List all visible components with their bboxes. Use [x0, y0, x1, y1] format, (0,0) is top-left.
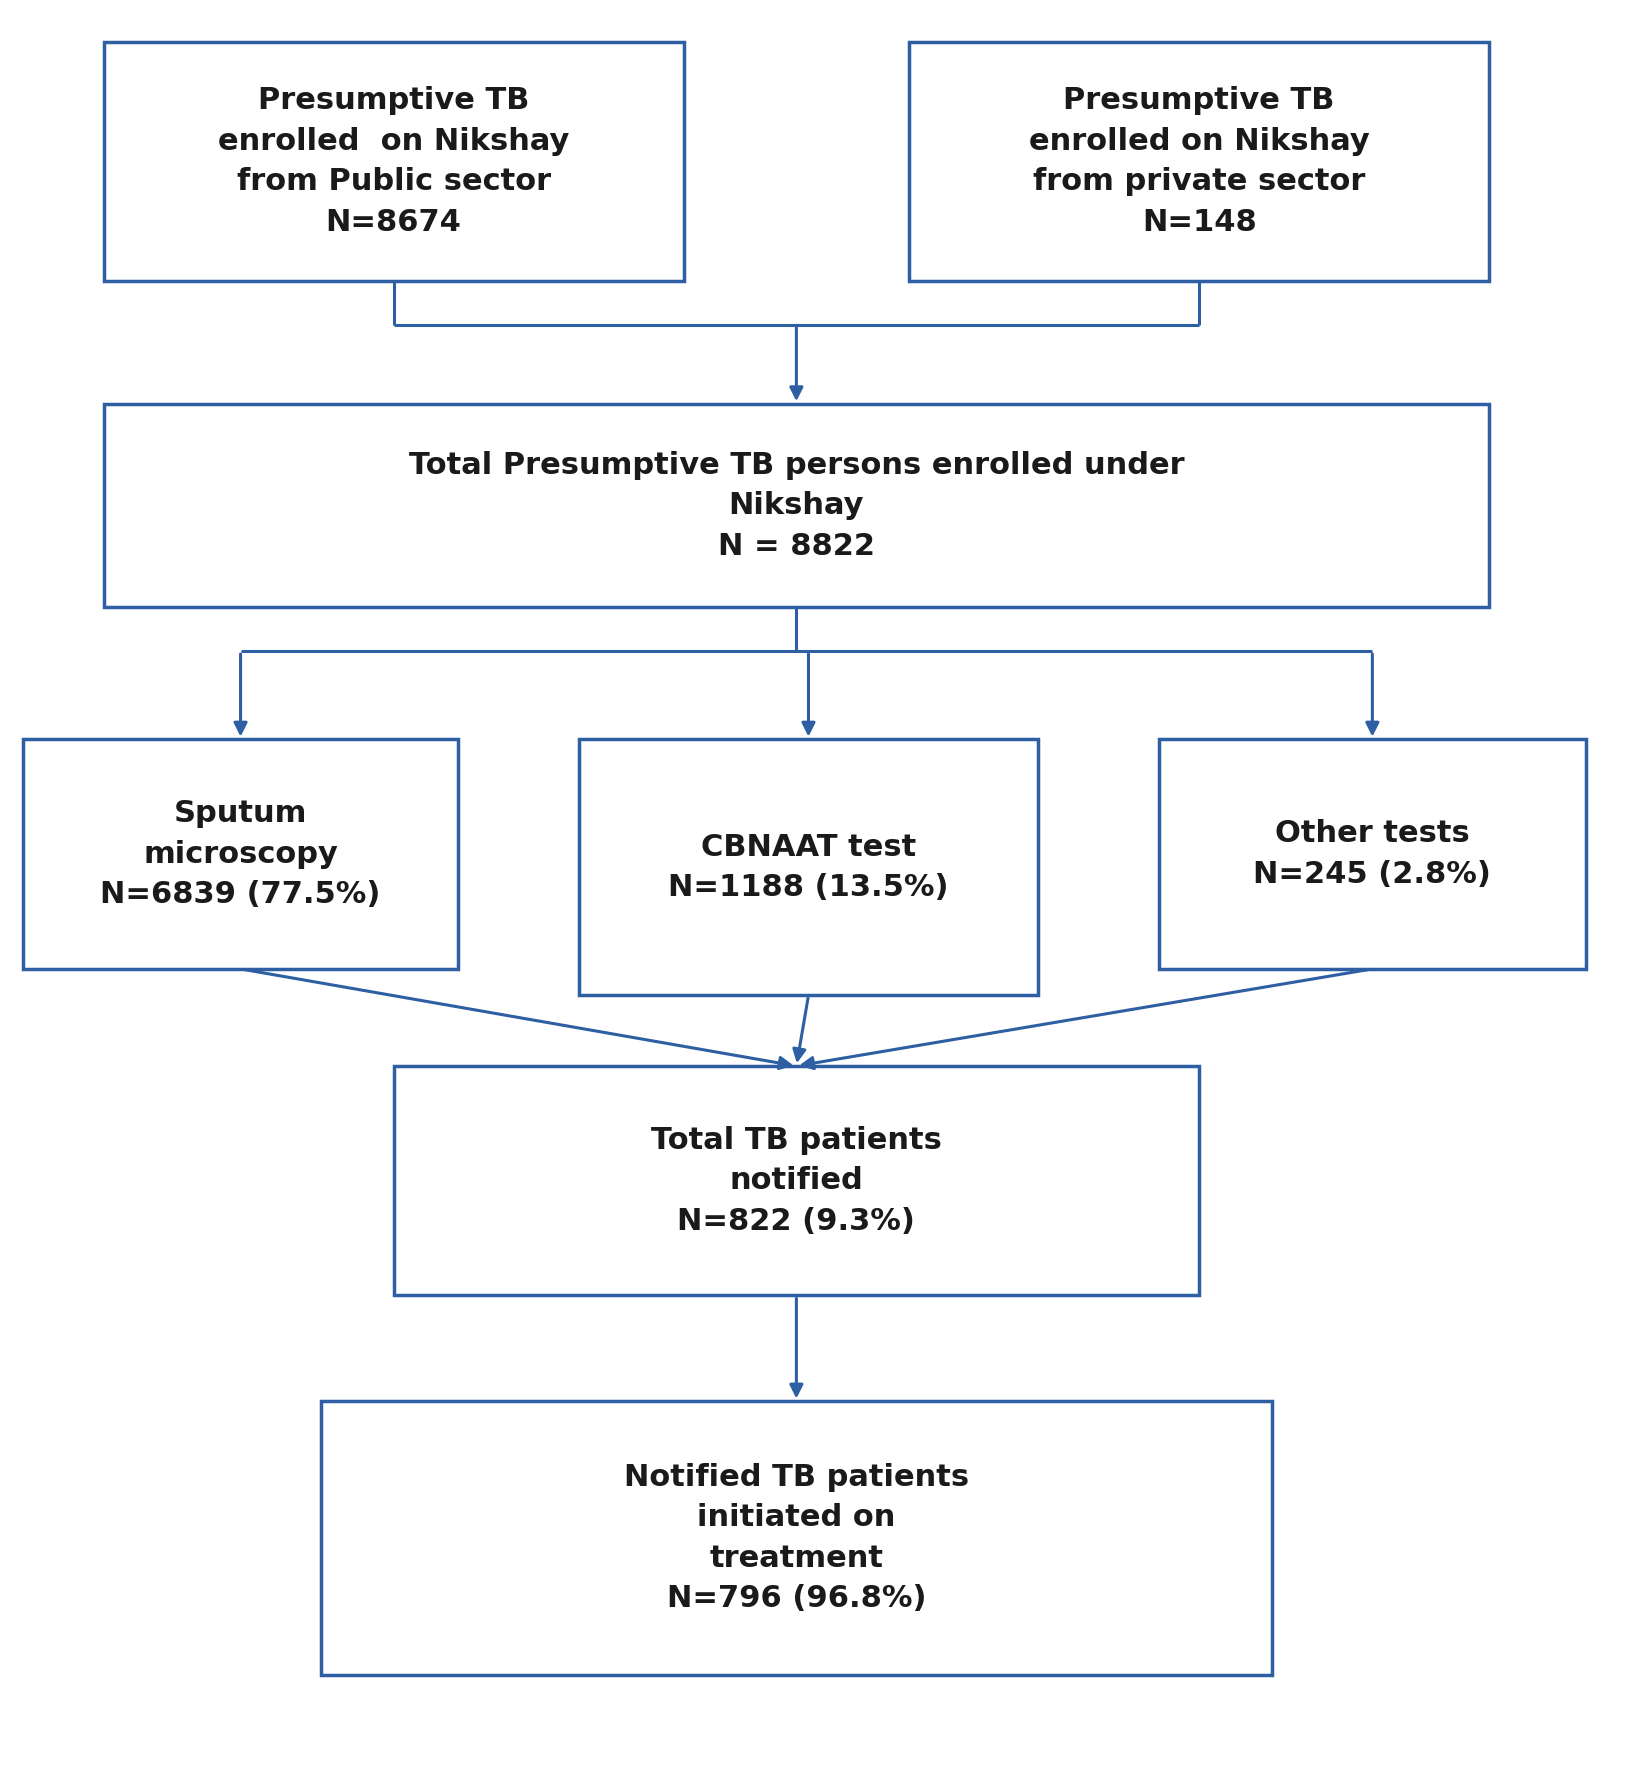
Text: Presumptive TB
enrolled on Nikshay
from private sector
N=148: Presumptive TB enrolled on Nikshay from … — [1029, 85, 1370, 237]
FancyBboxPatch shape — [104, 43, 684, 281]
Text: Notified TB patients
initiated on
treatment
N=796 (96.8%): Notified TB patients initiated on treatm… — [624, 1462, 968, 1614]
Text: CBNAAT test
N=1188 (13.5%): CBNAAT test N=1188 (13.5%) — [668, 833, 949, 902]
Text: Sputum
microscopy
N=6839 (77.5%): Sputum microscopy N=6839 (77.5%) — [101, 799, 380, 909]
FancyBboxPatch shape — [393, 1066, 1199, 1295]
FancyBboxPatch shape — [104, 404, 1489, 607]
Text: Total TB patients
notified
N=822 (9.3%): Total TB patients notified N=822 (9.3%) — [652, 1126, 942, 1236]
Text: Other tests
N=245 (2.8%): Other tests N=245 (2.8%) — [1253, 820, 1492, 890]
FancyBboxPatch shape — [908, 43, 1488, 281]
FancyBboxPatch shape — [23, 740, 458, 970]
FancyBboxPatch shape — [578, 740, 1038, 996]
FancyBboxPatch shape — [1159, 740, 1586, 970]
Text: Total Presumptive TB persons enrolled under
Nikshay
N = 8822: Total Presumptive TB persons enrolled un… — [408, 450, 1185, 560]
FancyBboxPatch shape — [322, 1402, 1272, 1676]
Text: Presumptive TB
enrolled  on Nikshay
from Public sector
N=8674: Presumptive TB enrolled on Nikshay from … — [218, 85, 569, 237]
